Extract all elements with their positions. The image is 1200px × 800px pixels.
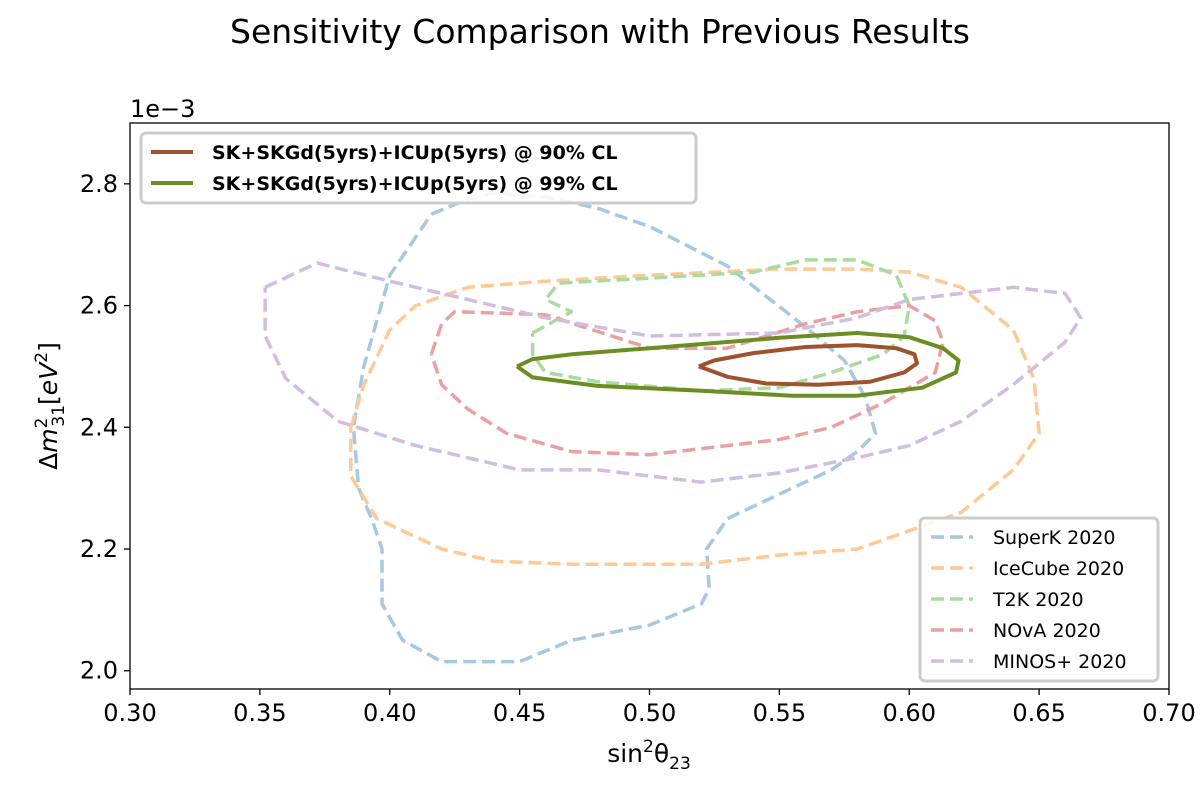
x-tick-label: 0.30 bbox=[103, 699, 156, 727]
legend-label: NOvA 2020 bbox=[993, 620, 1101, 642]
legend-label: SuperK 2020 bbox=[993, 527, 1116, 549]
contour-superk-2020 bbox=[351, 191, 878, 664]
y-tick-label: 2.2 bbox=[80, 535, 118, 563]
x-tick-label: 0.60 bbox=[883, 699, 936, 727]
contour-sk-skgd-5yrs-icup-5yrs-99-cl bbox=[515, 331, 961, 398]
legend-label: SK+SKGd(5yrs)+ICUp(5yrs) @ 99% CL bbox=[212, 173, 618, 195]
legend-previous-results: SuperK 2020 IceCube 2020 T2K 2020 NOvA 2020… bbox=[918, 516, 1160, 683]
x-tick-label: 0.35 bbox=[233, 699, 286, 727]
legend-label: IceCube 2020 bbox=[993, 558, 1124, 580]
contour-sk-skgd-5yrs-icup-5yrs-90-cl bbox=[698, 343, 919, 387]
y-offset-text: 1e−3 bbox=[130, 95, 195, 123]
contour-minos-2020 bbox=[263, 261, 1083, 484]
contour-icecube-2020 bbox=[349, 267, 1041, 566]
x-axis-label: sin2θ23 bbox=[607, 737, 691, 774]
y-tick-label: 2.8 bbox=[80, 170, 118, 198]
series-layer bbox=[263, 191, 1083, 664]
y-axis: 2.0 2.2 2.4 2.6 2.8 bbox=[80, 170, 130, 685]
y-tick-label: 2.4 bbox=[80, 413, 118, 441]
y-tick-label: 2.0 bbox=[80, 657, 118, 685]
x-tick-label: 0.65 bbox=[1012, 699, 1065, 727]
x-tick-label: 0.50 bbox=[623, 699, 676, 727]
contour-t2k-2020 bbox=[530, 258, 912, 393]
legend-label: SK+SKGd(5yrs)+ICUp(5yrs) @ 90% CL bbox=[212, 142, 618, 164]
legend-main: SK+SKGd(5yrs)+ICUp(5yrs) @ 90% CL SK+SKGd… bbox=[139, 131, 698, 205]
legend-label: MINOS+ 2020 bbox=[993, 651, 1127, 673]
y-tick-label: 2.6 bbox=[80, 292, 118, 320]
x-tick-label: 0.70 bbox=[1142, 699, 1195, 727]
legend-label: T2K 2020 bbox=[992, 589, 1084, 611]
x-tick-label: 0.40 bbox=[363, 699, 416, 727]
contour-nova-2020 bbox=[429, 303, 945, 457]
x-tick-label: 0.55 bbox=[753, 699, 806, 727]
x-axis: 0.30 0.35 0.40 0.45 0.50 0.55 0.60 0.65 0.70 bbox=[103, 689, 1196, 727]
chart-title: Sensitivity Comparison with Previous Res… bbox=[230, 12, 970, 51]
y-axis-label: Δm231[eV2] bbox=[32, 342, 69, 470]
x-tick-label: 0.45 bbox=[493, 699, 546, 727]
